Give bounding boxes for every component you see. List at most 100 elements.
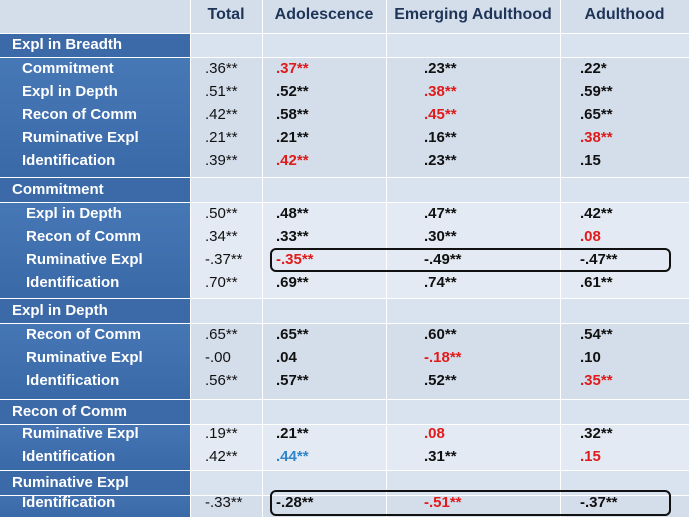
grid-line	[0, 323, 689, 324]
row-label: Expl in Depth	[22, 83, 118, 100]
cell-total: .42**	[205, 448, 238, 465]
cell-emerging: .52**	[424, 372, 457, 389]
cell-emerging: .47**	[424, 205, 457, 222]
cell-adol: .57**	[276, 372, 309, 389]
cell-emerging: .23**	[424, 152, 457, 169]
cell-adol: .42**	[276, 152, 309, 169]
cell-emerging: .31**	[424, 448, 457, 465]
cell-adult: .54**	[580, 326, 613, 343]
grid-line	[0, 424, 689, 425]
cell-total: -.00	[205, 349, 231, 366]
cell-adult: .15	[580, 152, 601, 169]
cell-emerging: .74**	[424, 274, 457, 291]
section-1-band	[190, 57, 689, 177]
cell-adol: .21**	[276, 425, 309, 442]
cell-total: .36**	[205, 60, 238, 77]
section-5-band	[190, 495, 689, 517]
cell-adult: .10	[580, 349, 601, 366]
cell-emerging: .60**	[424, 326, 457, 343]
row-label: Identification	[26, 372, 120, 389]
row-label: Identification	[26, 274, 120, 291]
row-label: Ruminative Expl	[22, 425, 139, 442]
cell-adult: .15	[580, 448, 601, 465]
grid-line	[386, 0, 387, 517]
cell-emerging: -.51**	[424, 494, 462, 511]
cell-total: -.37**	[205, 251, 243, 268]
row-label: Identification	[22, 494, 116, 511]
section-title-expl-in-depth: Expl in Depth	[0, 299, 190, 323]
section-title-expl-in-breadth: Expl in Breadth	[0, 33, 190, 57]
grid-line	[0, 57, 689, 58]
grid-line	[0, 298, 689, 299]
cell-adol: .37**	[276, 60, 309, 77]
section-title-recon-of-comm: Recon of Comm	[0, 400, 190, 424]
cell-total: .42**	[205, 106, 238, 123]
header-total: Total	[207, 6, 245, 23]
header-emerging-adulthood: Emerging Adulthood	[394, 6, 552, 23]
section-4-band	[190, 424, 689, 470]
header-adolescence: Adolescence	[274, 6, 374, 23]
cell-emerging: .08	[424, 425, 445, 442]
cell-emerging: .16**	[424, 129, 457, 146]
cell-adult: .35**	[580, 372, 613, 389]
section-title-commitment: Commitment	[0, 178, 190, 202]
cell-emerging: .30**	[424, 228, 457, 245]
cell-adol: .33**	[276, 228, 309, 245]
cell-adult: .61**	[580, 274, 613, 291]
grid-line	[0, 202, 689, 203]
cell-total: .50**	[205, 205, 238, 222]
cell-emerging: .45**	[424, 106, 457, 123]
cell-adult: .42**	[580, 205, 613, 222]
grid-line	[0, 177, 689, 178]
section-title-ruminative-expl: Ruminative Expl	[0, 471, 190, 495]
cell-total: .56**	[205, 372, 238, 389]
grid-line	[0, 495, 689, 496]
cell-adult: .65**	[580, 106, 613, 123]
cell-adult: .22*	[580, 60, 607, 77]
cell-adol: .58**	[276, 106, 309, 123]
cell-adult: .32**	[580, 425, 613, 442]
cell-total: .34**	[205, 228, 238, 245]
cell-adol: .04	[276, 349, 297, 366]
grid-line	[0, 470, 689, 471]
cell-adol: .69**	[276, 274, 309, 291]
cell-emerging: -.18**	[424, 349, 462, 366]
row-label: Commitment	[22, 60, 114, 77]
grid-line	[190, 0, 191, 517]
header-adulthood: Adulthood	[584, 6, 665, 23]
table-header-row	[0, 0, 689, 33]
cell-total: .19**	[205, 425, 238, 442]
cell-adol: .44**	[276, 448, 309, 465]
cell-adol: -.35**	[276, 251, 314, 268]
cell-adol: .52**	[276, 83, 309, 100]
grid-line	[0, 399, 689, 400]
cell-adol: .21**	[276, 129, 309, 146]
highlight-box-ruminative-identification	[270, 490, 671, 516]
row-label: Identification	[22, 448, 116, 465]
cell-adult: -.37**	[580, 494, 618, 511]
row-label: Identification	[22, 152, 116, 169]
grid-line	[0, 33, 689, 34]
grid-line	[262, 0, 263, 517]
row-label: Ruminative Expl	[22, 129, 139, 146]
cell-adult: .38**	[580, 129, 613, 146]
cell-adult: -.47**	[580, 251, 618, 268]
row-label: Expl in Depth	[26, 205, 122, 222]
row-label: Ruminative Expl	[26, 349, 143, 366]
row-label: Recon of Comm	[26, 228, 142, 245]
section-3-band	[190, 323, 689, 399]
cell-total: .21**	[205, 129, 238, 146]
cell-emerging: .23**	[424, 60, 457, 77]
row-label: Recon of Comm	[26, 326, 142, 343]
row-label: Ruminative Expl	[26, 251, 143, 268]
cell-adol: .48**	[276, 205, 309, 222]
cell-total: .51**	[205, 83, 238, 100]
cell-emerging: .38**	[424, 83, 457, 100]
cell-total: .39**	[205, 152, 238, 169]
cell-adol: .65**	[276, 326, 309, 343]
cell-emerging: -.49**	[424, 251, 462, 268]
row-label: Recon of Comm	[22, 106, 138, 123]
highlight-box-commitment-ruminative	[270, 248, 671, 272]
cell-total: .65**	[205, 326, 238, 343]
